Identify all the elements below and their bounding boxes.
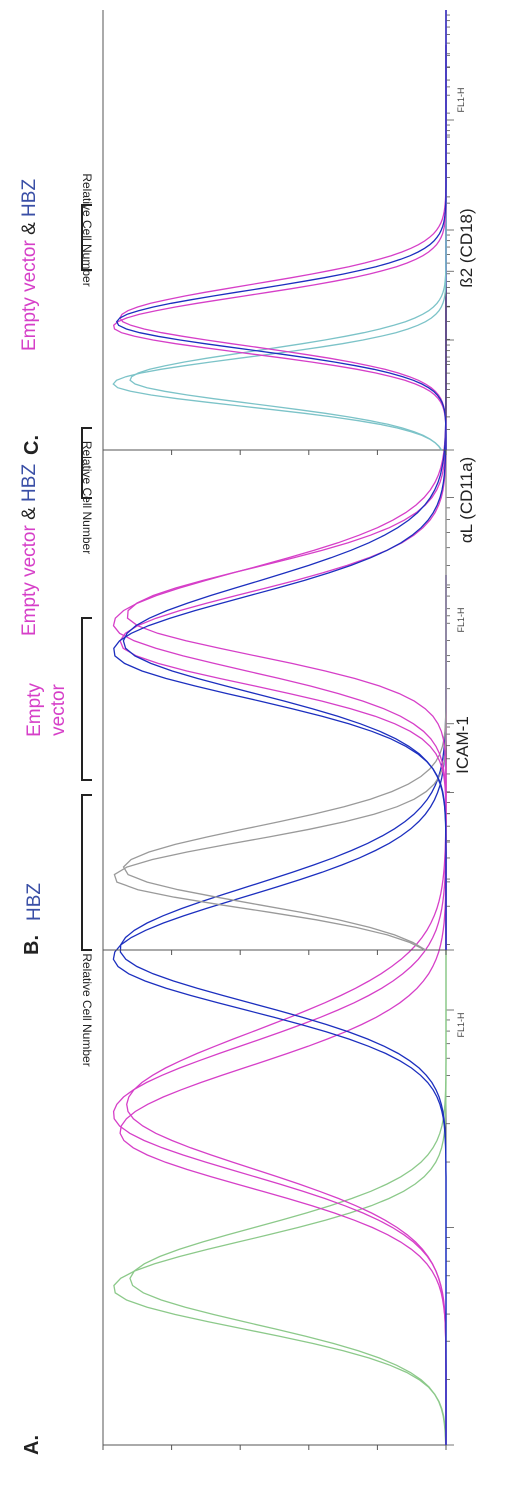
histogram-series-1 bbox=[112, 10, 447, 450]
panel-title: HBZ bbox=[24, 883, 45, 921]
histogram-series-2 bbox=[113, 45, 447, 950]
histogram-series-1 bbox=[119, 575, 447, 1445]
histogram-series-0 bbox=[129, 10, 447, 451]
channel-label: FL1-H bbox=[456, 1012, 466, 1037]
panel-a: A. Empty vector HBZ Relative Cell Number ICAM… bbox=[21, 575, 472, 1455]
title-segment: & bbox=[19, 217, 40, 240]
plot-axes bbox=[102, 45, 454, 955]
histogram-series-2 bbox=[115, 10, 447, 450]
peak-bracket bbox=[81, 794, 92, 951]
plot-axes bbox=[102, 575, 454, 1450]
title-segment: Empty bbox=[24, 683, 45, 737]
panel-title: Empty vector & HBZ bbox=[19, 464, 40, 637]
title-segment: Empty vector bbox=[19, 525, 40, 637]
peak-bracket bbox=[81, 617, 92, 781]
histogram-series-0 bbox=[112, 10, 447, 451]
title-segment: Empty vector bbox=[19, 240, 40, 352]
x-axis-label: αL (CD11a) bbox=[457, 457, 476, 543]
title-segment: & bbox=[19, 502, 40, 525]
histogram-series-1 bbox=[119, 45, 447, 950]
panel-c: C. Empty vector & HBZ Relative Cell Number… bbox=[19, 10, 476, 455]
panel-letter: C. bbox=[21, 435, 43, 455]
peak-bracket bbox=[81, 427, 92, 499]
title-segment: HBZ bbox=[24, 883, 45, 921]
title-segment: vector bbox=[48, 683, 69, 735]
channel-label: FL1-H bbox=[456, 607, 466, 632]
panel-title: vector bbox=[48, 683, 69, 735]
panel-letter: A. bbox=[21, 1435, 43, 1455]
panel-title: Empty vector & HBZ bbox=[19, 179, 40, 352]
histogram-series-0 bbox=[122, 45, 447, 951]
x-axis-label: ICAM-1 bbox=[453, 716, 472, 774]
histogram-series-2 bbox=[119, 575, 447, 1445]
peak-bracket bbox=[81, 204, 92, 271]
histogram-series-1 bbox=[126, 45, 447, 950]
y-axis-label: Relative Cell Number bbox=[80, 173, 94, 286]
channel-label: FL1-H bbox=[456, 87, 466, 112]
histogram-series-2 bbox=[122, 45, 447, 950]
panel-title: Empty bbox=[24, 683, 45, 737]
panel-letter: B. bbox=[21, 935, 43, 955]
title-segment: HBZ bbox=[19, 464, 40, 502]
histogram-series-1 bbox=[112, 45, 447, 950]
title-segment: HBZ bbox=[19, 179, 40, 217]
x-axis-label: ß2 (CD18) bbox=[457, 208, 476, 287]
histograms bbox=[112, 10, 447, 451]
y-axis-label: Relative Cell Number bbox=[80, 953, 94, 1066]
histograms bbox=[112, 45, 447, 951]
histogram-series-0 bbox=[113, 45, 447, 951]
histogram-series-1 bbox=[119, 10, 447, 450]
plot-axes bbox=[102, 10, 454, 455]
